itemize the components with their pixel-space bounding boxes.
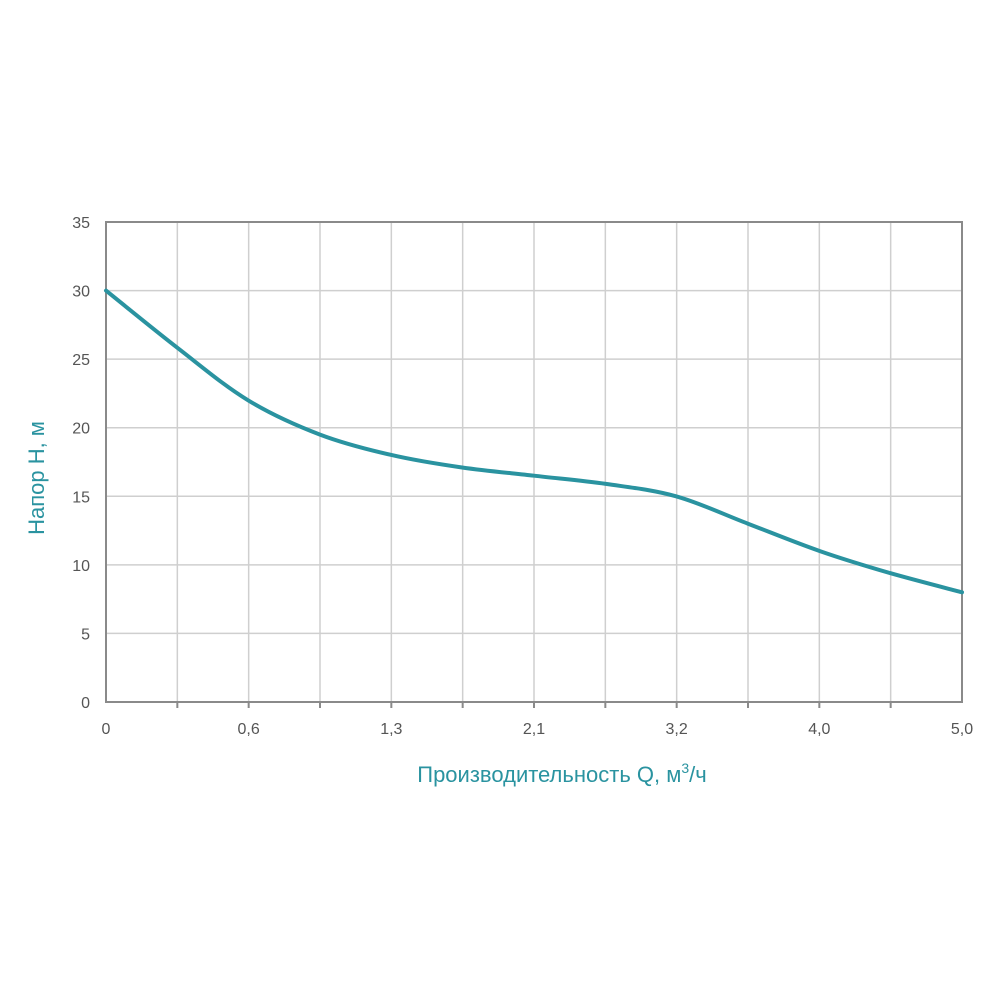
x-tick-label: 0,6 <box>238 721 260 738</box>
x-tick-label: 1,3 <box>380 721 402 738</box>
y-tick-label: 20 <box>72 421 90 438</box>
x-tick-label: 5,0 <box>951 721 973 738</box>
y-tick-label: 30 <box>72 284 90 301</box>
y-tick-labels: 0 5 10 15 20 25 30 35 <box>72 215 90 712</box>
x-minor-ticks <box>176 702 892 708</box>
x-axis-title: Производительность Q, м3/ч <box>417 760 706 787</box>
vertical-gridlines <box>176 222 892 702</box>
head-curve-line <box>104 288 964 595</box>
y-tick-label: 10 <box>72 558 90 575</box>
x-axis-title-superscript: 3 <box>681 760 689 776</box>
x-axis-title-suffix: /ч <box>689 762 707 787</box>
y-tick-label: 0 <box>81 695 90 712</box>
x-tick-labels: 0 0,6 1,3 2,1 3,2 4,0 5,0 <box>102 721 974 738</box>
x-tick-label: 4,0 <box>808 721 830 738</box>
x-tick-label: 3,2 <box>666 721 688 738</box>
y-tick-label: 5 <box>81 626 90 643</box>
y-axis-title: Напор H, м <box>24 421 49 535</box>
y-tick-label: 15 <box>72 489 90 506</box>
y-tick-label: 35 <box>72 215 90 232</box>
x-tick-label: 0 <box>102 721 111 738</box>
horizontal-gridlines <box>106 289 962 635</box>
x-tick-label: 2,1 <box>523 721 545 738</box>
x-axis-title-text: Производительность Q, м <box>417 762 681 787</box>
y-tick-label: 25 <box>72 352 90 369</box>
